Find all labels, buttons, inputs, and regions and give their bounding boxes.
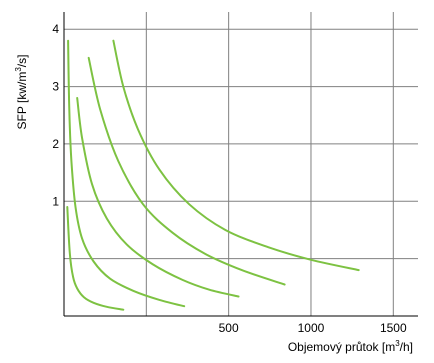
x-axis-label: Objemový průtok [m3/h] bbox=[288, 339, 413, 354]
series-line-5 bbox=[112, 39, 360, 272]
y-tick-label-3: 3 bbox=[52, 80, 59, 94]
x-tick-label-1500: 1500 bbox=[380, 321, 407, 335]
grid bbox=[64, 12, 418, 316]
curves bbox=[66, 39, 360, 311]
series-line-1 bbox=[66, 206, 125, 311]
y-axis-label: SFP [kw/m3/s] bbox=[14, 55, 29, 130]
x-tick-label-1000: 1000 bbox=[298, 321, 325, 335]
series-line-2 bbox=[67, 39, 186, 308]
x-tick-label-500: 500 bbox=[219, 321, 239, 335]
y-tick-label-2: 2 bbox=[52, 137, 59, 151]
y-tick-label-4: 4 bbox=[52, 22, 59, 36]
y-tick-labels: 1 2 3 4 5 bbox=[0, 0, 59, 208]
x-tick-labels: 500 1000 1500 2000 bbox=[0, 0, 407, 335]
series-line-3 bbox=[76, 97, 240, 298]
series-line-4 bbox=[87, 56, 286, 286]
y-tick-label-1: 1 bbox=[52, 194, 59, 208]
x-tick-label-2000: 2000 bbox=[0, 0, 14, 3]
